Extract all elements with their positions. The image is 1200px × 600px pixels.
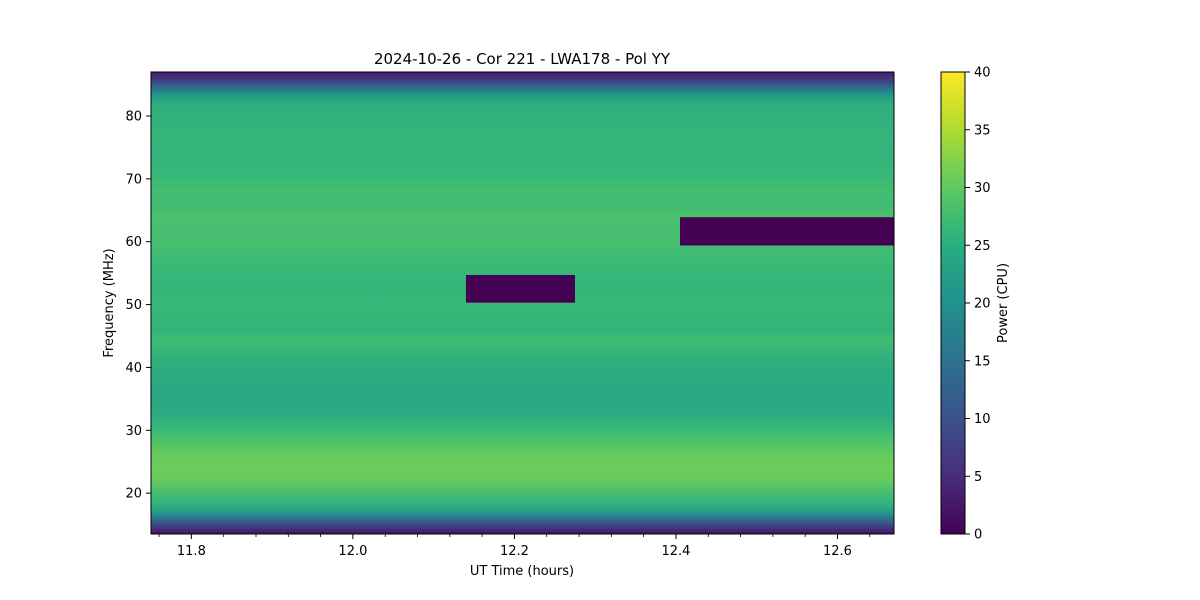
y-tick-label: 40 bbox=[125, 361, 142, 376]
colorbar-tick-label: 25 bbox=[974, 239, 991, 254]
x-axis-label: UT Time (hours) bbox=[470, 564, 574, 579]
colorbar-ticks: 0 5 10 15 20 25 30 35 40 bbox=[965, 66, 991, 543]
colorbar-tick-label: 15 bbox=[974, 354, 991, 369]
chart-title: 2024-10-26 - Cor 221 - LWA178 - Pol YY bbox=[374, 50, 671, 68]
heatmap-background bbox=[151, 72, 894, 534]
colorbar-tick-label: 0 bbox=[974, 528, 982, 543]
plot-area bbox=[151, 72, 894, 534]
y-axis-ticks: 20 30 40 50 60 70 80 bbox=[125, 110, 151, 502]
x-tick-label: 12.2 bbox=[500, 544, 529, 559]
flagged-region bbox=[679, 217, 894, 246]
flagged-region bbox=[465, 275, 575, 303]
colorbar-tick-label: 5 bbox=[974, 470, 982, 485]
x-tick-label: 12.6 bbox=[823, 544, 852, 559]
x-tick-label: 11.8 bbox=[177, 544, 206, 559]
y-tick-label: 80 bbox=[125, 110, 142, 125]
flagged-regions bbox=[465, 217, 894, 303]
y-axis-label: Frequency (MHz) bbox=[102, 248, 117, 357]
x-tick-label: 12.4 bbox=[661, 544, 690, 559]
colorbar-tick-label: 40 bbox=[974, 66, 991, 81]
y-tick-label: 60 bbox=[125, 235, 142, 250]
colorbar: 0 5 10 15 20 25 30 35 40 Power (CPU) bbox=[940, 66, 1011, 543]
y-tick-label: 70 bbox=[125, 172, 142, 187]
y-tick-label: 20 bbox=[125, 487, 142, 502]
colorbar-tick-label: 20 bbox=[974, 297, 991, 312]
y-tick-label: 30 bbox=[125, 424, 142, 439]
colorbar-gradient bbox=[941, 72, 965, 534]
plot-frame bbox=[150, 71, 895, 535]
colorbar-tick-label: 10 bbox=[974, 412, 991, 427]
colorbar-label: Power (CPU) bbox=[996, 263, 1011, 343]
x-tick-label: 12.0 bbox=[338, 544, 367, 559]
colorbar-tick-label: 30 bbox=[974, 181, 991, 196]
colorbar-tick-label: 35 bbox=[974, 123, 991, 138]
y-tick-label: 50 bbox=[125, 298, 142, 313]
x-axis-ticks: 11.8 12.0 12.2 12.4 12.6 bbox=[158, 534, 871, 559]
